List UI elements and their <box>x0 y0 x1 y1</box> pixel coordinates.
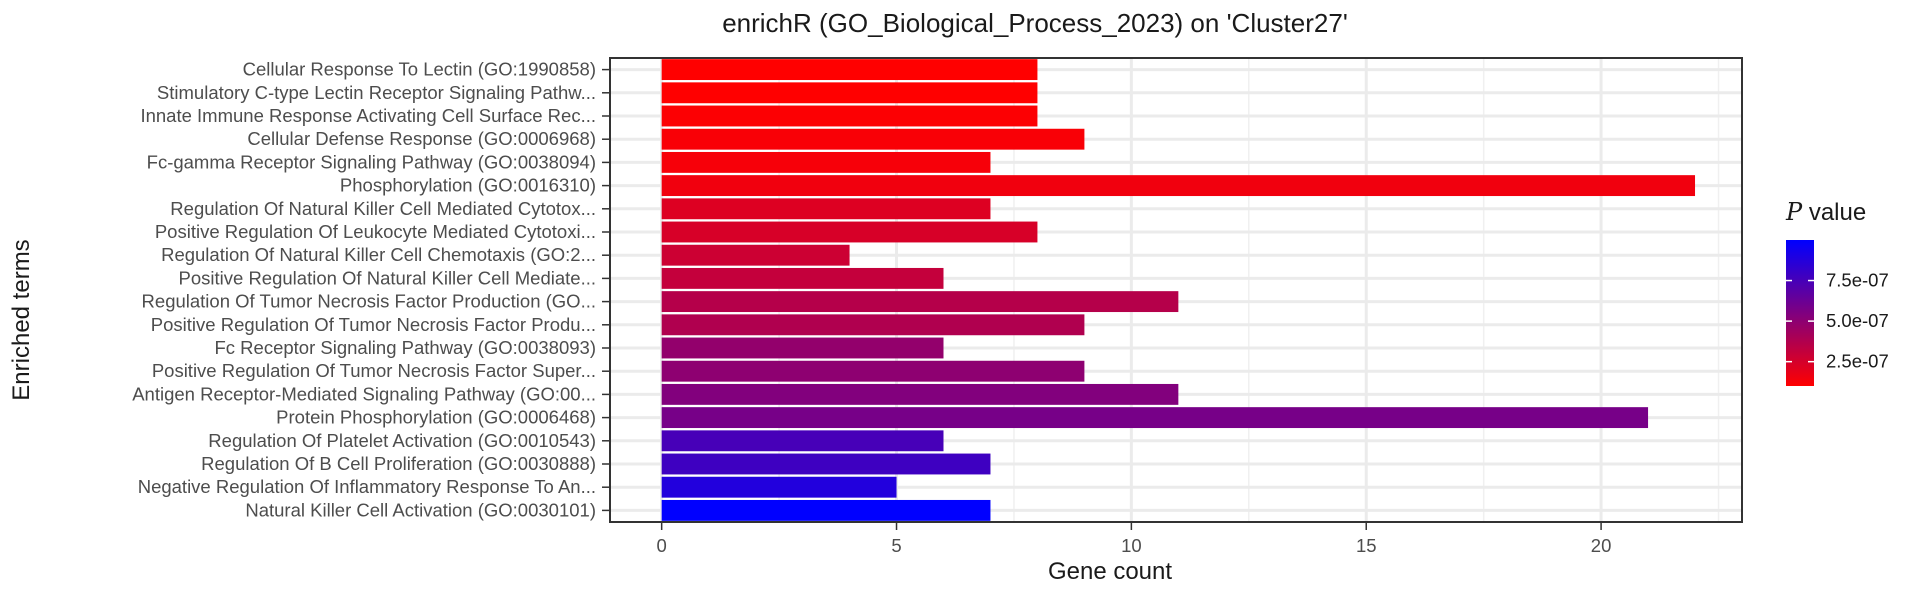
bar <box>661 383 1179 405</box>
bar <box>661 128 1085 150</box>
category-tick-label: Cellular Defense Response (GO:0006968) <box>247 128 596 149</box>
category-tick-label: Cellular Response To Lectin (GO:1990858) <box>243 59 596 80</box>
category-tick-label: Regulation Of B Cell Proliferation (GO:0… <box>201 453 596 474</box>
legend-tick-label: 7.5e-07 <box>1826 270 1889 291</box>
category-tick-label: Regulation Of Natural Killer Cell Chemot… <box>161 244 596 265</box>
x-tick-label: 15 <box>1356 535 1377 556</box>
category-tick-label: Negative Regulation Of Inflammatory Resp… <box>138 476 596 497</box>
bar <box>661 198 991 220</box>
bar <box>661 499 991 521</box>
category-tick-label: Protein Phosphorylation (GO:0006468) <box>276 407 596 428</box>
bar <box>661 105 1038 127</box>
category-tick-label: Fc Receptor Signaling Pathway (GO:003809… <box>214 337 596 358</box>
legend-tick-label: 5.0e-07 <box>1826 310 1889 331</box>
category-tick-label: Positive Regulation Of Tumor Necrosis Fa… <box>152 360 596 381</box>
category-tick-label: Positive Regulation Of Tumor Necrosis Fa… <box>151 314 596 335</box>
bar <box>661 291 1179 313</box>
chart-title: enrichR (GO_Biological_Process_2023) on … <box>722 8 1348 38</box>
bar <box>661 175 1696 197</box>
bar <box>661 360 1085 382</box>
x-tick-label: 10 <box>1121 535 1142 556</box>
bar <box>661 430 944 452</box>
category-tick-label: Stimulatory C-type Lectin Receptor Signa… <box>157 82 596 103</box>
category-tick-label: Positive Regulation Of Leukocyte Mediate… <box>155 221 596 242</box>
x-axis-label: Gene count <box>1047 558 1173 585</box>
legend-colorbar <box>1786 240 1814 386</box>
x-tick-label: 5 <box>891 535 901 556</box>
category-tick-label: Antigen Receptor-Mediated Signaling Path… <box>132 383 596 404</box>
category-tick-label: Fc-gamma Receptor Signaling Pathway (GO:… <box>147 151 596 172</box>
category-tick-label: Regulation Of Natural Killer Cell Mediat… <box>170 198 596 219</box>
bar <box>661 221 1038 243</box>
bar <box>661 151 991 173</box>
legend-title-text: value <box>1802 199 1867 226</box>
legend-title-symbol: P <box>1786 198 1803 226</box>
bar <box>661 314 1085 336</box>
bar <box>661 476 897 498</box>
category-tick-label: Innate Immune Response Activating Cell S… <box>140 105 596 126</box>
bar <box>661 244 850 266</box>
bar <box>661 267 944 289</box>
category-tick-label: Phosphorylation (GO:0016310) <box>340 175 596 196</box>
category-tick-label: Natural Killer Cell Activation (GO:00301… <box>245 499 596 520</box>
bar <box>661 82 1038 104</box>
legend-title: P value <box>1786 198 1866 227</box>
x-tick-label: 20 <box>1591 535 1612 556</box>
legend-tick-label: 2.5e-07 <box>1826 351 1889 372</box>
category-tick-label: Regulation Of Tumor Necrosis Factor Prod… <box>142 291 596 312</box>
plot-border <box>609 57 1743 523</box>
bar <box>661 453 991 475</box>
y-axis-label: Enriched terms <box>8 239 35 401</box>
x-tick-label: 0 <box>657 535 667 556</box>
bar <box>661 407 1649 429</box>
category-tick-label: Positive Regulation Of Natural Killer Ce… <box>179 267 596 288</box>
bar <box>661 337 944 359</box>
bar <box>661 59 1038 81</box>
category-tick-label: Regulation Of Platelet Activation (GO:00… <box>208 430 596 451</box>
